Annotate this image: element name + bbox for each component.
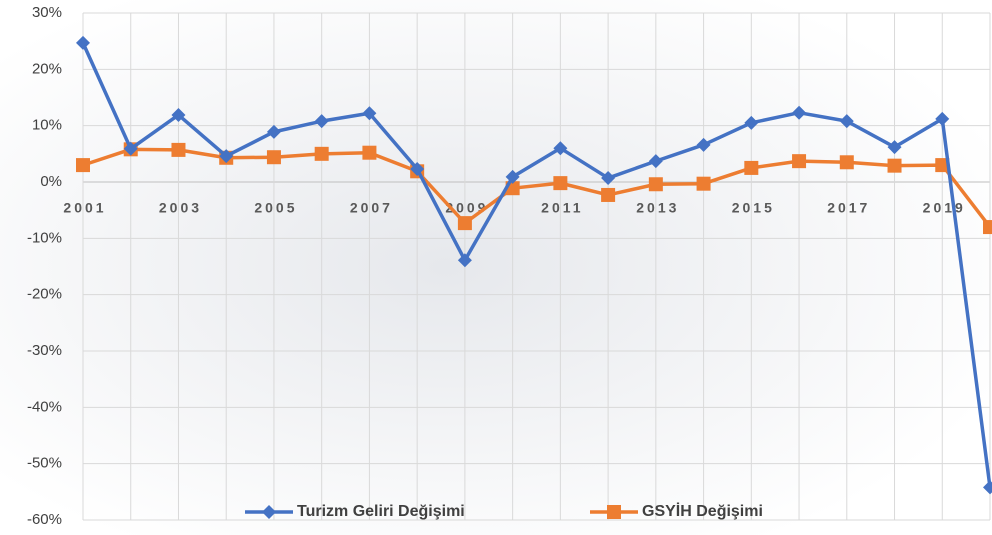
legend-marker: [607, 505, 621, 519]
x-tick-label: 2017: [827, 200, 870, 216]
marker: [983, 220, 992, 235]
series-line: [81, 42, 992, 488]
marker: [266, 124, 281, 139]
marker: [219, 149, 234, 164]
x-tick-label: 2011: [541, 200, 583, 216]
marker: [123, 141, 138, 156]
marker: [171, 142, 186, 157]
y-tick-label: -40%: [27, 398, 62, 415]
marker: [171, 107, 186, 122]
marker: [410, 162, 425, 177]
marker: [839, 114, 854, 129]
marker: [744, 160, 759, 175]
legend-label: Turizm Geliri Değişimi: [297, 503, 465, 520]
x-tick-label: 2019: [923, 200, 966, 216]
marker: [76, 158, 90, 173]
legend-marker: [262, 505, 276, 519]
marker: [935, 158, 950, 173]
marker: [362, 106, 377, 121]
marker: [935, 111, 950, 126]
marker: [792, 154, 807, 169]
marker: [553, 141, 568, 156]
x-tick-label: 2001: [63, 200, 106, 216]
marker: [696, 176, 711, 191]
marker: [601, 171, 616, 186]
y-tick-label: 0%: [40, 173, 62, 190]
marker: [457, 253, 472, 268]
x-tick-label: 2015: [732, 200, 775, 216]
marker: [314, 146, 329, 161]
marker: [983, 480, 992, 495]
y-tick-label: -20%: [27, 286, 62, 303]
marker: [648, 154, 663, 169]
y-tick-label: 10%: [32, 117, 62, 134]
y-tick-label: -30%: [27, 342, 62, 359]
marker: [457, 216, 472, 231]
marker: [314, 114, 329, 129]
marker: [648, 177, 663, 192]
marker: [744, 115, 759, 130]
y-tick-label: -50%: [27, 455, 62, 472]
marker: [553, 176, 568, 191]
y-tick-label: -60%: [27, 511, 62, 528]
marker: [362, 145, 377, 160]
marker: [76, 35, 90, 50]
legend-label: GSYİH Değişimi: [642, 502, 763, 520]
x-tick-label: 2005: [254, 200, 297, 216]
y-tick-label: 30%: [32, 4, 62, 21]
x-tick-label: 2003: [159, 200, 202, 216]
series-line: [82, 147, 992, 229]
y-tick-label: 20%: [32, 60, 62, 77]
marker: [887, 158, 902, 173]
marker: [505, 169, 520, 184]
marker: [266, 150, 281, 165]
series: [76, 35, 992, 495]
marker: [696, 137, 711, 152]
marker: [839, 155, 854, 170]
x-tick-label: 2007: [350, 200, 393, 216]
marker: [792, 105, 807, 120]
x-tick-label: 2013: [636, 200, 679, 216]
marker: [887, 140, 902, 155]
y-tick-label: -10%: [27, 229, 62, 246]
marker: [601, 187, 616, 202]
